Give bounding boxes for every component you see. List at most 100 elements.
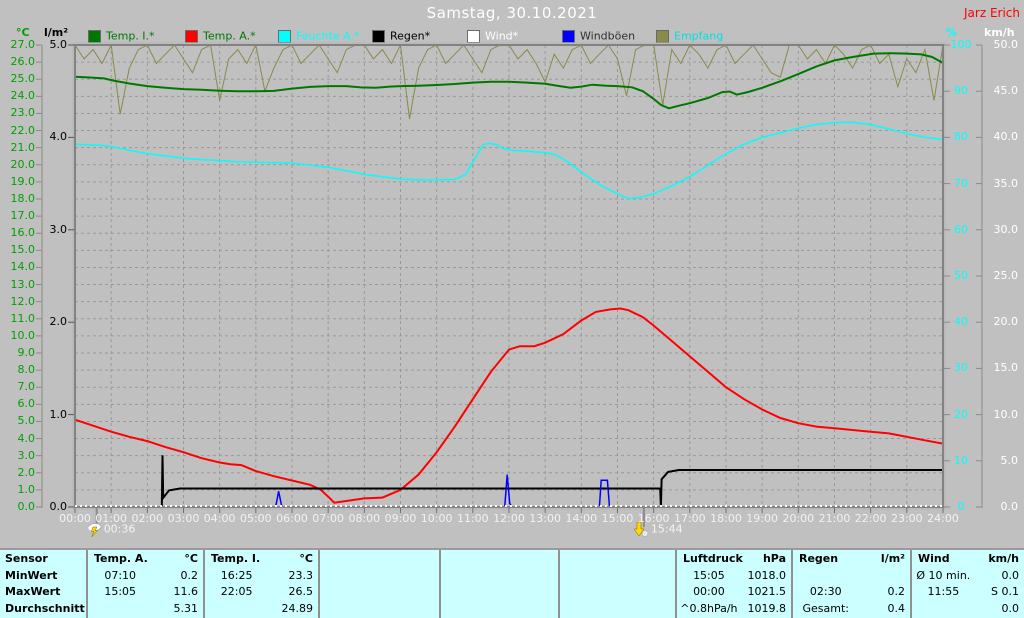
y-tick-wind: 50.0: [993, 38, 1019, 51]
value-time: [912, 601, 975, 618]
y-tick-wind: 25.0: [993, 269, 1019, 282]
table-row: [560, 601, 675, 618]
y-tick-temp: 26.0: [10, 55, 36, 69]
y-tick-humidity: 40: [954, 315, 968, 329]
summary-table: Sensor MinWert MaxWert Durchschnitt Temp. A.…: [0, 548, 1024, 618]
legend-swatch-icon: [562, 29, 575, 43]
y-tick-temp: 17.0: [10, 209, 36, 223]
sensor-name: [560, 551, 630, 568]
table-group-header: Wind km/h: [912, 551, 1024, 568]
table-group-header: Temp. I. °C: [205, 551, 318, 568]
table-group-header: Luftdruck hPa: [677, 551, 791, 568]
y-tick-humidity: 30: [954, 361, 968, 375]
value-time: 15:05: [693, 568, 725, 582]
x-tick-label: 07:00: [312, 512, 344, 525]
y-tick-rain: 2.0: [49, 315, 68, 329]
value-time: 15:05: [104, 585, 137, 598]
sensor-unit: °C: [299, 552, 313, 565]
value-time: Ø 10 min.: [916, 568, 971, 582]
value-number: 0.2: [887, 585, 906, 598]
legend-item-3: Feuchte A.*: [278, 29, 359, 43]
table-row: 0.0: [912, 601, 1024, 618]
y-tick-temp: 21.0: [10, 140, 36, 154]
value-number: 0.4: [887, 601, 906, 615]
table-group-temp-i-: Temp. I. °C 16:25 23.3 22:05 26.5 24.89: [205, 550, 320, 618]
legend-swatch-icon: [88, 29, 101, 43]
table-row: [560, 584, 675, 601]
legend-swatch-icon: [656, 29, 669, 43]
table-row: Ø 10 min. 0.0: [912, 568, 1024, 585]
y-tick-temp: 16.0: [10, 226, 36, 240]
annotation-label: 00:36: [103, 522, 136, 536]
value-number: 0.2: [180, 568, 199, 582]
table-group-regen: Regen l/m² 02:30 0.2 Gesamt: 0.4: [793, 550, 912, 618]
sensor-unit: hPa: [762, 552, 786, 565]
value-time: Gesamt:: [802, 601, 850, 615]
station-name: Jarz Erich: [964, 6, 1020, 20]
table-row: [441, 601, 558, 618]
value-time: [205, 601, 268, 618]
y-tick-temp: 10.0: [10, 328, 36, 342]
y-tick-rain: 1.0: [49, 407, 68, 421]
table-row: 00:00 1021.5: [677, 584, 791, 601]
table-group-header: [441, 551, 558, 568]
table-group-header: [560, 551, 675, 568]
value-time: [441, 601, 507, 618]
y-tick-temp: 5.0: [17, 414, 36, 428]
table-row: [320, 584, 439, 601]
table-row: Gesamt: 0.4: [793, 601, 910, 618]
y-tick-temp: 14.0: [10, 260, 36, 274]
legend-swatch-icon: [185, 29, 198, 43]
y-tick-humidity: 60: [954, 222, 968, 236]
value-number: 1019.8: [747, 601, 787, 615]
axis-label-rain-lm2: l/m²: [44, 26, 69, 39]
y-tick-humidity: 80: [954, 130, 968, 144]
y-tick-temp: 13.0: [10, 277, 36, 291]
sensor-name: Luftdruck: [683, 552, 743, 565]
value-number: 23.3: [288, 568, 314, 582]
table-row: 15:05 1018.0: [677, 568, 791, 585]
table-row: 5.31: [88, 601, 203, 618]
value-time: 22:05: [220, 585, 253, 598]
table-group-luftdruck: Luftdruck hPa 15:05 1018.0 00:00 1021.5 ^0.8hP…: [677, 550, 793, 618]
value-number: [387, 584, 439, 601]
axis-label-temp-c: °C: [16, 26, 30, 39]
value-number: [507, 601, 558, 618]
y-tick-temp: 6.0: [17, 397, 36, 411]
value-time: [560, 601, 624, 618]
x-tick-label: 04:00: [203, 512, 236, 525]
table-group-wind: Wind km/h Ø 10 min. 0.0 11:55 S 0.1 0.0: [912, 550, 1024, 618]
value-number: [624, 584, 675, 601]
value-number: [387, 568, 439, 585]
axis-label-wind-kmh: km/h: [984, 26, 1015, 39]
y-tick-temp: 0.0: [17, 500, 36, 513]
y-tick-humidity: 10: [954, 453, 968, 467]
x-tick-label: 10:00: [420, 512, 453, 525]
value-time: ^0.8hPa/h: [680, 601, 738, 615]
legend-label: Windböen: [580, 29, 636, 43]
y-tick-rain: 3.0: [49, 222, 68, 236]
y-tick-temp: 19.0: [10, 174, 36, 188]
value-number: [507, 568, 558, 585]
value-number: 26.5: [288, 585, 314, 598]
table-row: 22:05 26.5: [205, 584, 318, 601]
row-label: Sensor: [5, 552, 48, 565]
sensor-name: Regen: [799, 552, 839, 565]
value-number: [624, 568, 675, 585]
table-row: 16:25 23.3: [205, 568, 318, 585]
y-tick-wind: 40.0: [993, 130, 1019, 144]
row-label: Durchschnitt: [5, 601, 85, 615]
legend-item-2: Temp. A.*: [185, 29, 256, 43]
table-row-labels: Sensor MinWert MaxWert Durchschnitt: [0, 550, 88, 618]
legend-label: Regen*: [390, 29, 431, 43]
table-row: [560, 568, 675, 585]
sensor-name: Temp. I.: [211, 552, 261, 565]
sensor-unit: l/m²: [880, 552, 905, 565]
value-number: 0.0: [1001, 601, 1020, 615]
value-time: [88, 601, 152, 618]
table-row: 15:05 11.6: [88, 584, 203, 601]
annotation-rain-start: 00:36: [87, 522, 136, 538]
rain-arrow-icon: [633, 521, 649, 537]
